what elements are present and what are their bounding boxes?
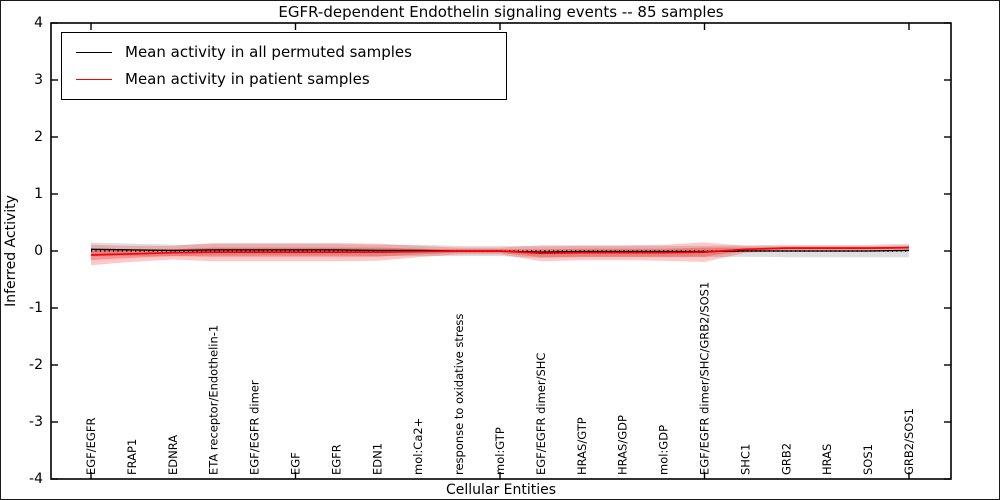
x-category-label: ETA receptor/Endothelin-1 [207, 325, 221, 475]
y-tick-label: 4 [34, 15, 43, 31]
x-category-label: EGF [289, 452, 303, 475]
x-category-label: GRB2/SOS1 [902, 408, 916, 475]
legend-entry-permuted: Mean activity in all permuted samples [62, 45, 506, 60]
x-category-label: SOS1 [861, 444, 875, 475]
x-category-label: mol:Ca2+ [411, 418, 425, 475]
permuted-activity-band [91, 242, 909, 258]
x-category-label: response to oxidative stress [452, 314, 466, 475]
x-category-label: EDNRA [166, 435, 180, 475]
x-category-label: EGFR [329, 444, 343, 475]
x-category-label: EGF/EGFR dimer [248, 380, 262, 475]
x-category-label: EGF/EGFR dimer/SHC [534, 353, 548, 475]
permuted-line-swatch-icon [76, 52, 112, 53]
x-category-label: FRAP1 [125, 439, 139, 475]
x-category-label: EDN1 [370, 443, 384, 475]
x-axis-label: Cellular Entities [445, 482, 557, 498]
x-category-label: GRB2 [779, 443, 793, 475]
y-tick-label: 1 [34, 186, 43, 202]
legend-entry-label: Mean activity in all permuted samples [125, 43, 412, 61]
legend-entry-patient: Mean activity in patient samples [62, 72, 506, 87]
y-tick-label: 2 [34, 129, 43, 145]
x-category-label: EGF/EGFR [84, 418, 98, 475]
x-category-label: mol:GDP [657, 425, 671, 475]
y-tick-label: 0 [34, 243, 43, 259]
x-category-label: HRAS [820, 444, 834, 475]
legend: Mean activity in all permuted samples Me… [61, 32, 507, 100]
y-tick-label: -3 [29, 414, 43, 430]
chart-title: EGFR-dependent Endothelin signaling even… [278, 3, 724, 21]
patient-mean-line [90, 246, 910, 256]
patient-line-swatch-icon [76, 79, 112, 80]
x-category-label: HRAS/GTP [575, 417, 589, 475]
x-category-label: HRAS/GDP [616, 415, 630, 475]
y-axis-label: Inferred Activity [3, 195, 19, 307]
x-category-label: EGF/EGFR dimer/SHC/GRB2/SOS1 [698, 282, 712, 475]
x-category-label: SHC1 [738, 444, 752, 475]
y-tick-label: -4 [29, 471, 43, 487]
y-tick-label: -2 [29, 357, 43, 373]
legend-entry-label: Mean activity in patient samples [125, 70, 370, 88]
y-tick-label: 3 [34, 72, 43, 88]
y-tick-label: -1 [29, 300, 43, 316]
patient-outer-band [91, 242, 909, 266]
x-category-label: mol:GTP [493, 427, 507, 475]
